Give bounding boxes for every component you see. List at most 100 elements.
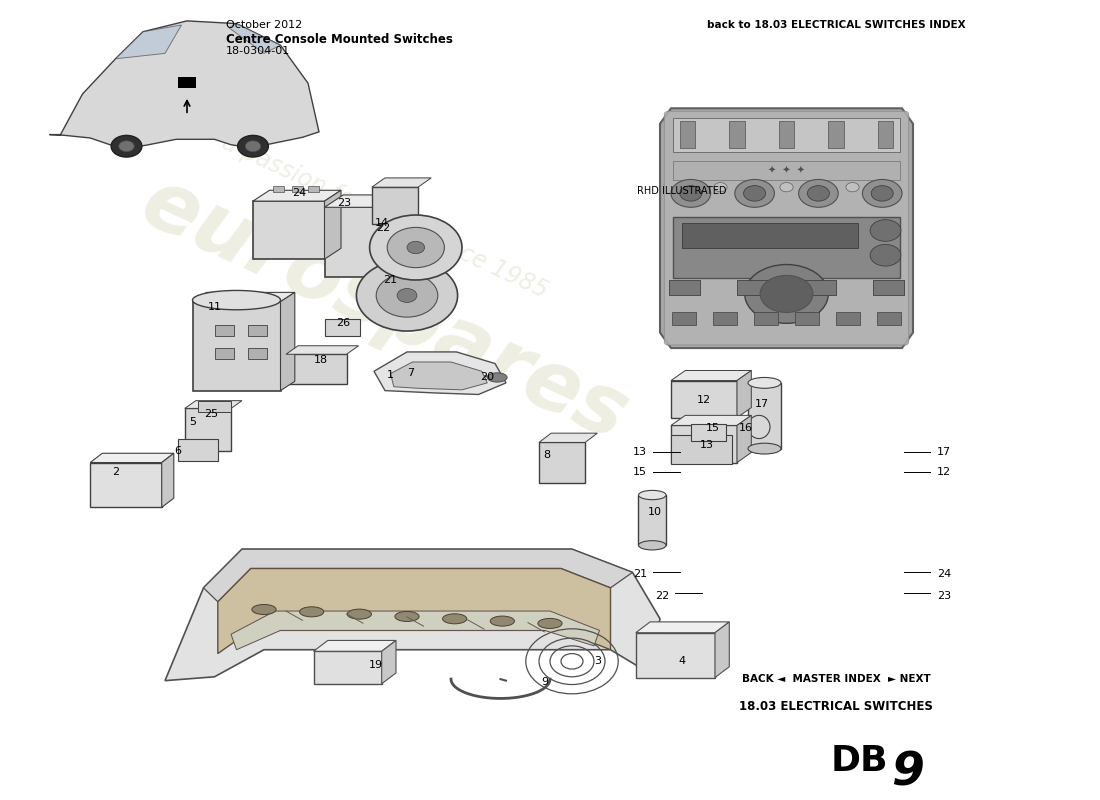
Circle shape [680, 186, 702, 201]
Polygon shape [374, 352, 506, 394]
Bar [198, 401, 231, 412]
Bar [185, 408, 231, 451]
Bar [671, 434, 732, 464]
Circle shape [799, 179, 838, 207]
Text: 23: 23 [937, 590, 950, 601]
Bar [673, 217, 900, 278]
Bar [273, 186, 284, 192]
Polygon shape [50, 21, 319, 148]
Bar [878, 121, 893, 148]
Ellipse shape [638, 541, 666, 550]
Text: 18-0304-01: 18-0304-01 [226, 46, 289, 57]
Text: a passion for parts since 1985: a passion for parts since 1985 [218, 130, 552, 303]
Text: 18: 18 [315, 354, 328, 365]
Bar [836, 313, 860, 325]
Text: 15: 15 [634, 467, 647, 477]
Text: 25: 25 [205, 409, 218, 419]
Circle shape [846, 182, 859, 192]
Ellipse shape [748, 415, 770, 438]
Polygon shape [390, 195, 409, 277]
Polygon shape [192, 292, 295, 302]
Text: 19: 19 [370, 660, 383, 670]
Bar [248, 325, 267, 336]
Polygon shape [671, 415, 751, 426]
Text: 17: 17 [937, 447, 950, 458]
Circle shape [356, 260, 458, 331]
Polygon shape [660, 108, 913, 348]
Bar [877, 313, 901, 325]
Bar [828, 121, 844, 148]
Bar [292, 186, 302, 192]
Text: 21: 21 [384, 275, 397, 285]
Circle shape [735, 179, 774, 207]
Polygon shape [539, 433, 597, 442]
Bar [671, 381, 737, 418]
Circle shape [376, 274, 438, 317]
Bar [324, 318, 360, 336]
Circle shape [714, 182, 727, 192]
Circle shape [111, 135, 142, 157]
Polygon shape [204, 549, 632, 602]
Polygon shape [382, 641, 396, 684]
Circle shape [870, 220, 901, 242]
Circle shape [407, 242, 425, 254]
Text: 12: 12 [697, 395, 711, 405]
Text: 15: 15 [706, 422, 719, 433]
Text: ✦  ✦  ✦: ✦ ✦ ✦ [768, 166, 805, 176]
Bar [324, 207, 390, 277]
Text: 22: 22 [656, 590, 669, 601]
Text: 23: 23 [338, 198, 351, 208]
Polygon shape [231, 611, 600, 650]
Bar [248, 348, 267, 359]
Bar [669, 280, 700, 295]
Ellipse shape [442, 614, 466, 624]
Circle shape [780, 182, 793, 192]
Bar [779, 121, 794, 148]
Text: 17: 17 [756, 398, 769, 409]
Text: 13: 13 [634, 447, 647, 458]
Polygon shape [178, 77, 196, 88]
Text: 12: 12 [937, 467, 950, 477]
Polygon shape [636, 622, 729, 633]
Ellipse shape [348, 609, 372, 619]
Bar [680, 121, 695, 148]
Bar [713, 313, 737, 325]
Text: eurospares: eurospares [129, 162, 641, 458]
Text: 11: 11 [208, 302, 221, 312]
Text: 6: 6 [175, 446, 182, 456]
Bar [539, 442, 585, 482]
Ellipse shape [748, 443, 781, 454]
Text: 26: 26 [337, 318, 350, 328]
Bar [638, 495, 666, 546]
Bar [795, 313, 820, 325]
Polygon shape [314, 641, 396, 651]
Text: 10: 10 [648, 507, 661, 517]
Bar [748, 383, 781, 449]
Bar [372, 187, 418, 224]
Text: 4: 4 [679, 656, 685, 666]
Polygon shape [286, 346, 359, 354]
Text: 1: 1 [387, 370, 394, 380]
FancyBboxPatch shape [664, 111, 909, 345]
Ellipse shape [487, 373, 507, 382]
Text: 20: 20 [481, 373, 494, 382]
Circle shape [671, 179, 711, 207]
Polygon shape [165, 549, 660, 681]
Circle shape [870, 245, 901, 266]
Polygon shape [162, 454, 174, 507]
Text: Centre Console Mounted Switches: Centre Console Mounted Switches [226, 34, 452, 46]
Bar [691, 424, 726, 441]
Bar [673, 161, 900, 180]
Text: 3: 3 [594, 656, 601, 666]
Circle shape [807, 186, 829, 201]
Text: 2: 2 [112, 467, 119, 477]
Text: 16: 16 [739, 422, 752, 433]
Bar [192, 302, 280, 390]
Bar [636, 633, 715, 678]
Ellipse shape [252, 605, 276, 614]
Polygon shape [390, 362, 487, 390]
Text: 24: 24 [293, 188, 306, 198]
Circle shape [745, 265, 828, 323]
Circle shape [862, 179, 902, 207]
Text: October 2012: October 2012 [226, 20, 301, 30]
